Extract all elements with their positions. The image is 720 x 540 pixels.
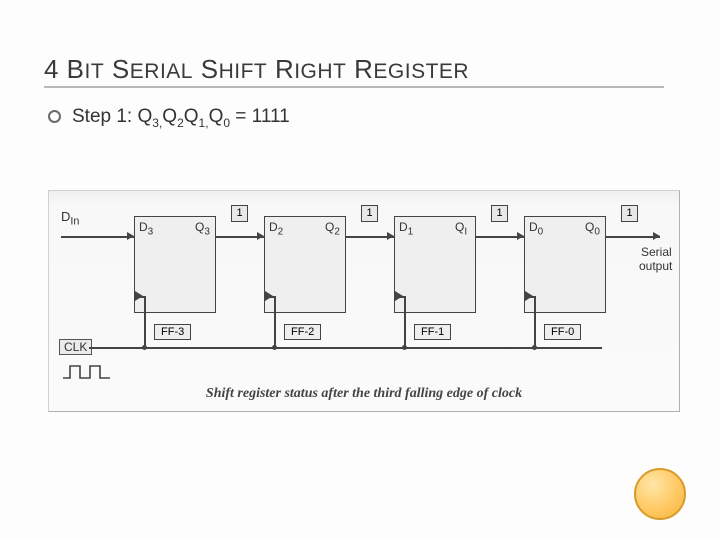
t5: HIFT [219,60,268,83]
val-0: 1 [621,205,638,222]
diagram-panel: DIn D3 Q3 FF-3 1 D2 Q2 FF-2 1 D1 QI FF-1… [48,190,680,412]
ff1-q: QI [455,220,467,237]
clk-dot-0 [532,345,537,350]
ff0-q: Q0 [585,220,600,237]
t3: ERIAL [130,60,193,83]
ff3-cap: FF-3 [154,324,191,340]
ep1: 3, [152,116,162,130]
t8: R [346,54,373,84]
clk-tap-2h [264,296,275,298]
arrow-out [653,232,660,240]
diagram-caption: Shift register status after the third fa… [49,386,679,402]
ff3-q: Q3 [195,220,210,237]
wire-din [61,236,134,238]
clk-tap-0h [524,296,535,298]
page-title: 4 BIT SERIAL SHIFT RIGHT REGISTER [44,54,469,85]
val-1: 1 [491,205,508,222]
val-3: 1 [231,205,248,222]
din-d: D [61,209,70,224]
ep2: Q [162,106,177,127]
ff0-cap: FF-0 [544,324,581,340]
clock-pulse-icon [63,363,113,381]
ff2-d: D2 [269,220,283,237]
t0: 4 B [44,54,85,84]
ep6: Q [209,106,224,127]
clk-bus [89,347,602,349]
ff2-cap: FF-2 [284,324,321,340]
step-eq: = 1111 [230,106,290,127]
din-label: DIn [61,209,79,228]
ep4: Q [184,106,199,127]
t6: R [267,54,294,84]
clk-dot-1 [402,345,407,350]
ff3-d: D3 [139,220,153,237]
ep0: Q [138,106,153,127]
serial-label2: output [639,259,672,273]
ep3: 2 [177,116,184,130]
bullet-icon [48,110,61,123]
clk-tap-0v [534,296,536,347]
step-prefix: Step 1: [72,106,138,127]
t2: S [104,54,130,84]
clk-tap-2v [274,296,276,347]
step-text: Step 1: Q3,Q2Q1,Q0 = 1111 [72,106,290,130]
serial-label1: Serial [641,245,672,259]
din-sub: In [70,216,79,228]
val-2: 1 [361,205,378,222]
ff1-cap: FF-1 [414,324,451,340]
t4: S [193,54,219,84]
clk-dot-3 [142,345,147,350]
arrow-din [127,232,134,240]
clk-tap-1h [394,296,405,298]
clk-tap-3h [134,296,145,298]
t9: EGISTER [373,60,469,83]
wire-out [605,236,660,238]
ff1-d: D1 [399,220,413,237]
arrow-21 [387,232,394,240]
title-underline [44,86,664,88]
ff0-d: D0 [529,220,543,237]
clk-dot-2 [272,345,277,350]
ff2-q: Q2 [325,220,340,237]
decorative-ball-icon [634,468,686,520]
clk-tap-3v [144,296,146,347]
t7: IGHT [294,60,346,83]
clk-label: CLK [59,339,92,355]
ep5: 1, [199,116,209,130]
arrow-10 [517,232,524,240]
clk-tap-1v [404,296,406,347]
t1: IT [85,60,105,83]
arrow-32 [257,232,264,240]
